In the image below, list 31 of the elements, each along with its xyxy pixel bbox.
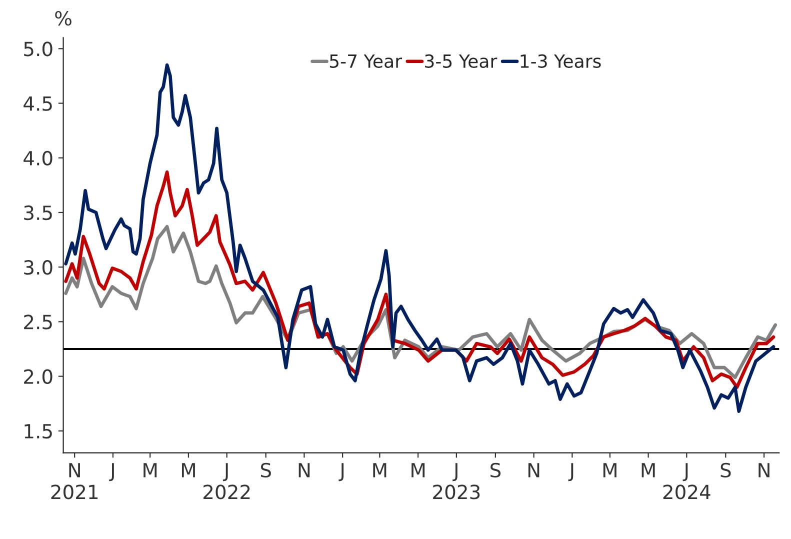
x-tick-label: S bbox=[490, 462, 501, 478]
y-tick-label: 5.0 bbox=[24, 42, 52, 56]
x-tick-label: J bbox=[109, 463, 114, 482]
y-tick-label: 2.5 bbox=[24, 314, 52, 330]
x-tick-label: J 2024 bbox=[663, 463, 710, 500]
y-tick-label: 4.0 bbox=[24, 150, 52, 166]
x-tick-label: M bbox=[642, 463, 655, 478]
x-tick-label: M bbox=[144, 463, 157, 478]
legend-label: 5-7 Year bbox=[330, 54, 402, 68]
legend-label: 3-5 Year bbox=[425, 54, 498, 68]
x-tick-label: N 2021 bbox=[51, 463, 98, 500]
x-tick-label: M bbox=[412, 463, 425, 478]
legend-label: 1-3 Years bbox=[520, 54, 601, 68]
x-tick-label: N bbox=[758, 463, 770, 478]
y-tick-label: 1.5 bbox=[24, 424, 52, 439]
x-tick-label: J 2023 bbox=[433, 463, 480, 500]
x-tick-label: J bbox=[338, 463, 344, 482]
y-tick-label: 2.0 bbox=[24, 369, 52, 384]
x-tick-label: M bbox=[603, 463, 616, 478]
x-tick-label: M bbox=[182, 463, 195, 478]
x-tick-label: N bbox=[298, 463, 310, 478]
x-tick-label: S bbox=[720, 462, 731, 478]
y-tick-label: 3.0 bbox=[24, 260, 52, 275]
x-tick-label: J bbox=[568, 463, 574, 482]
y-tick-label: 3.5 bbox=[24, 205, 52, 220]
x-tick-label: M bbox=[373, 463, 386, 478]
x-tick-label: S bbox=[260, 462, 271, 478]
y-tick-label: 4.5 bbox=[24, 96, 52, 111]
x-tick-label: N bbox=[528, 463, 540, 478]
y-axis-title: % bbox=[55, 10, 72, 26]
x-tick-label: J 2022 bbox=[204, 463, 250, 500]
